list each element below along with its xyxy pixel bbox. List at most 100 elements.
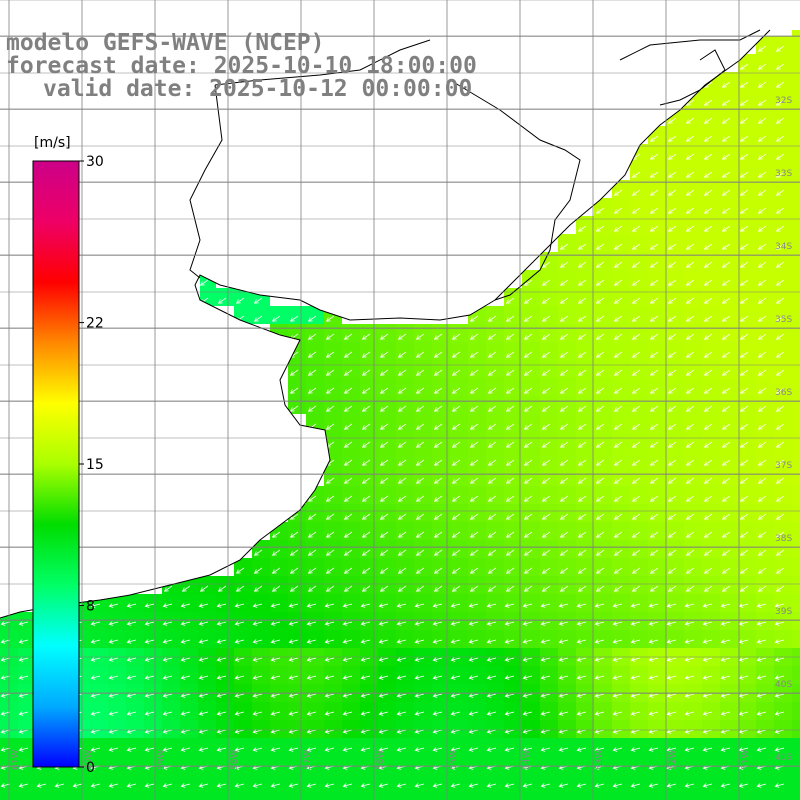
wind-cell — [198, 594, 216, 612]
wind-arrow — [486, 675, 497, 680]
wind-arrow — [774, 783, 785, 788]
wind-arrow — [703, 279, 713, 286]
wind-arrow — [108, 747, 119, 752]
wind-arrow — [649, 153, 659, 160]
wind-arrow — [234, 747, 245, 752]
wind-arrow — [559, 585, 569, 592]
wind-arrow — [775, 423, 785, 430]
wind-arrow — [775, 315, 785, 322]
wind-arrow — [505, 297, 515, 304]
wind-arrow — [613, 423, 623, 430]
wind-arrow — [577, 279, 587, 286]
wind-arrow — [541, 351, 551, 358]
wind-arrow — [487, 477, 497, 484]
wind-arrow — [721, 81, 731, 88]
wind-cell — [396, 720, 414, 738]
wind-cell — [504, 756, 522, 774]
wind-cell — [792, 36, 800, 54]
wind-arrow — [307, 531, 317, 538]
wind-arrow — [630, 711, 641, 716]
wind-arrow — [379, 531, 389, 538]
wind-arrow — [559, 351, 569, 358]
wind-arrow — [18, 783, 29, 788]
wind-arrow — [649, 567, 659, 574]
wind-arrow — [252, 711, 263, 716]
wind-arrow — [757, 387, 767, 394]
wind-arrow — [703, 513, 713, 520]
wind-arrow — [667, 423, 677, 430]
wind-cell — [180, 756, 198, 774]
wind-cell — [234, 594, 252, 612]
wind-arrow — [163, 585, 173, 592]
wind-arrow — [504, 711, 515, 716]
wind-arrow — [162, 747, 173, 752]
wind-arrow — [288, 783, 299, 788]
wind-arrow — [198, 675, 209, 680]
wind-cell — [216, 720, 234, 738]
wind-cell — [72, 774, 90, 792]
wind-arrow — [415, 441, 425, 448]
wind-arrow — [0, 747, 11, 752]
wind-cell — [756, 792, 774, 800]
wind-arrow — [162, 603, 173, 608]
wind-arrow — [558, 675, 569, 680]
wind-arrow — [361, 423, 371, 430]
wind-arrow — [594, 639, 605, 644]
wind-arrow — [180, 675, 191, 680]
wind-cell — [792, 522, 800, 540]
wind-arrow — [252, 729, 263, 734]
wind-arrow — [577, 315, 587, 322]
wind-cell — [612, 594, 630, 612]
wind-cell — [396, 666, 414, 684]
wind-arrow — [559, 477, 569, 484]
wind-cell — [378, 720, 396, 738]
wind-arrow — [595, 315, 605, 322]
wind-arrow — [631, 513, 641, 520]
wind-arrow — [0, 783, 11, 788]
wind-arrow — [577, 297, 587, 304]
wind-cell — [108, 792, 126, 800]
wind-arrow — [757, 369, 767, 376]
wind-arrow — [720, 657, 731, 662]
wind-arrow — [450, 603, 461, 608]
wind-arrow — [739, 117, 749, 124]
wind-arrow — [685, 117, 695, 124]
wind-arrow — [775, 135, 785, 142]
wind-cell — [180, 594, 198, 612]
wind-arrow — [36, 783, 47, 788]
wind-cell — [792, 396, 800, 414]
wind-arrow — [757, 315, 767, 322]
wind-cell — [576, 594, 594, 612]
wind-arrow — [721, 585, 731, 592]
wind-arrow — [306, 747, 317, 752]
wind-cell — [414, 612, 432, 630]
wind-cell — [198, 774, 216, 792]
wind-arrow — [577, 549, 587, 556]
wind-arrow — [612, 693, 623, 698]
wind-arrow — [90, 639, 101, 644]
wind-cell — [288, 666, 306, 684]
wind-arrow — [631, 207, 641, 214]
wind-arrow — [559, 261, 569, 268]
wind-cell — [180, 720, 198, 738]
wind-cell — [90, 612, 108, 630]
wind-cell — [216, 792, 234, 800]
wind-cell — [540, 594, 558, 612]
wind-arrow — [721, 207, 731, 214]
wind-arrow — [486, 747, 497, 752]
wind-arrow — [666, 747, 677, 752]
wind-cell — [270, 630, 288, 648]
wind-arrow — [0, 639, 11, 644]
wind-arrow — [270, 711, 281, 716]
wind-cell — [576, 666, 594, 684]
wind-cell — [612, 720, 630, 738]
wind-arrow — [216, 603, 227, 608]
wind-cell — [756, 738, 774, 756]
wind-arrow — [613, 567, 623, 574]
wind-arrow — [540, 639, 551, 644]
wind-arrow — [684, 693, 695, 698]
wind-cell — [288, 792, 306, 800]
wind-arrow — [432, 729, 443, 734]
wind-arrow — [270, 675, 281, 680]
wind-arrow — [523, 459, 533, 466]
